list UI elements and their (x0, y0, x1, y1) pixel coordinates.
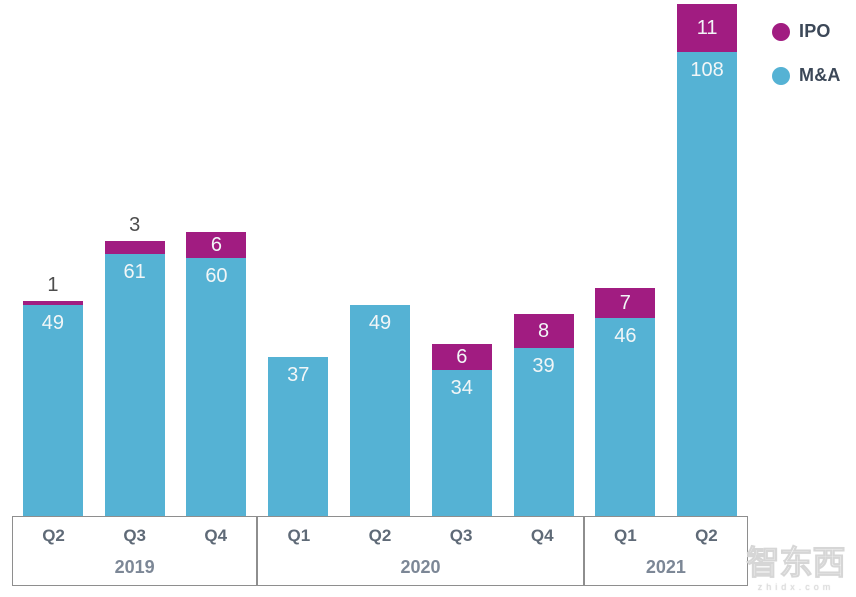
bar-2021-q2: 11 108 (677, 4, 738, 516)
ipo-segment: 6 (186, 232, 247, 258)
quarter-label-2020-q3: Q3 (449, 526, 473, 545)
ipo-value-label: 7 (619, 292, 631, 315)
axis-group-2020: Q1 Q2 Q3 Q4 2020 (256, 517, 582, 585)
legend-ipo-label: IPO (799, 21, 831, 41)
legend: IPO M&A (772, 21, 841, 86)
year-label-2021: 2021 (645, 557, 686, 577)
ma-segment: 34 (431, 369, 492, 516)
ipo-segment (22, 301, 83, 306)
quarter-label-2019-q2: Q2 (42, 526, 65, 545)
quarter-label-2020-q4: Q4 (530, 526, 554, 545)
quarter-label-2021-q2: Q2 (695, 526, 718, 545)
ma-segment: 37 (268, 356, 329, 516)
ma-segment: 49 (22, 305, 83, 516)
legend-item-ma: M&A (772, 65, 841, 86)
bar-2020-q2: 49 (350, 305, 410, 516)
quarter-label-2020-q1: Q1 (287, 526, 311, 545)
bar-2019-q4: 6 60 (186, 232, 247, 516)
axis-group-2019: Q2 Q3 Q4 2019 (13, 517, 256, 585)
ma-segment: 60 (186, 258, 247, 516)
ma-value-label: 34 (450, 376, 473, 399)
quarter-label-2019-q4: Q4 (204, 526, 228, 545)
quarter-label-row: Q2 Q3 Q4 (13, 526, 256, 546)
ma-value-label: 49 (368, 312, 392, 335)
year-label-2020: 2020 (400, 557, 441, 577)
x-axis-box: Q2 Q3 Q4 2019 Q1 Q2 Q3 Q4 2020 Q1 Q2 2021 (12, 516, 748, 586)
legend-ma-label: M&A (799, 65, 841, 85)
bar-2020-q3: 6 34 (431, 344, 492, 516)
ma-segment: 61 (104, 253, 165, 516)
ma-segment: 39 (513, 348, 574, 516)
ipo-segment: 6 (431, 344, 492, 370)
bar-2020-q1: 37 (268, 356, 329, 516)
ma-segment: 108 (677, 51, 738, 516)
year-label-2019: 2019 (114, 557, 155, 577)
quarter-label-2019-q3: Q3 (123, 526, 146, 545)
axis-group-2021: Q1 Q2 2021 (582, 517, 747, 585)
ma-value-label: 61 (123, 260, 146, 283)
quarter-label-row: Q1 Q2 (585, 526, 747, 546)
ipo-color-dot-icon (772, 22, 790, 41)
ipo-segment: 11 (677, 4, 738, 52)
ma-value-label: 49 (41, 312, 64, 335)
bar-2021-q1: 7 46 (595, 288, 656, 516)
watermark-logo-text: 智东西 (746, 544, 846, 582)
ipo-value-label: 11 (696, 16, 718, 39)
quarter-label-2021-q1: Q1 (613, 526, 637, 545)
ipo-value-label: 6 (210, 234, 222, 257)
ipo-segment: 7 (595, 288, 656, 319)
ma-value-label: 60 (205, 265, 228, 287)
ma-value-label: 37 (287, 363, 310, 386)
bar-2020-q4: 8 39 (513, 313, 574, 516)
ipo-value-label: 8 (537, 320, 550, 343)
watermark: 智东西 zhidx.com (738, 544, 854, 592)
ipo-segment: 8 (513, 313, 574, 349)
ipo-value-label-outside: 3 (129, 213, 141, 236)
ipo-value-label: 6 (456, 345, 468, 368)
ma-value-label: 46 (614, 325, 637, 348)
ma-color-dot-icon (772, 66, 790, 85)
plot-area: 1 49 3 61 6 60 37 49 6 34 8 39 7 46 11 108 (12, 0, 748, 516)
watermark-domain-text: zhidx.com (757, 582, 835, 592)
ma-segment: 49 (350, 305, 410, 516)
legend-item-ipo: IPO (772, 21, 841, 42)
bar-2019-q2: 1 49 (22, 275, 83, 516)
ma-segment: 46 (595, 318, 656, 516)
ipo-value-label-outside: 1 (47, 274, 59, 296)
ma-value-label: 108 (690, 58, 724, 81)
ipo-segment (104, 240, 165, 254)
ma-value-label: 39 (532, 355, 555, 378)
quarter-label-row: Q1 Q2 Q3 Q4 (258, 526, 582, 546)
bar-2019-q3: 3 61 (104, 215, 165, 516)
quarter-label-2020-q2: Q2 (368, 526, 392, 545)
